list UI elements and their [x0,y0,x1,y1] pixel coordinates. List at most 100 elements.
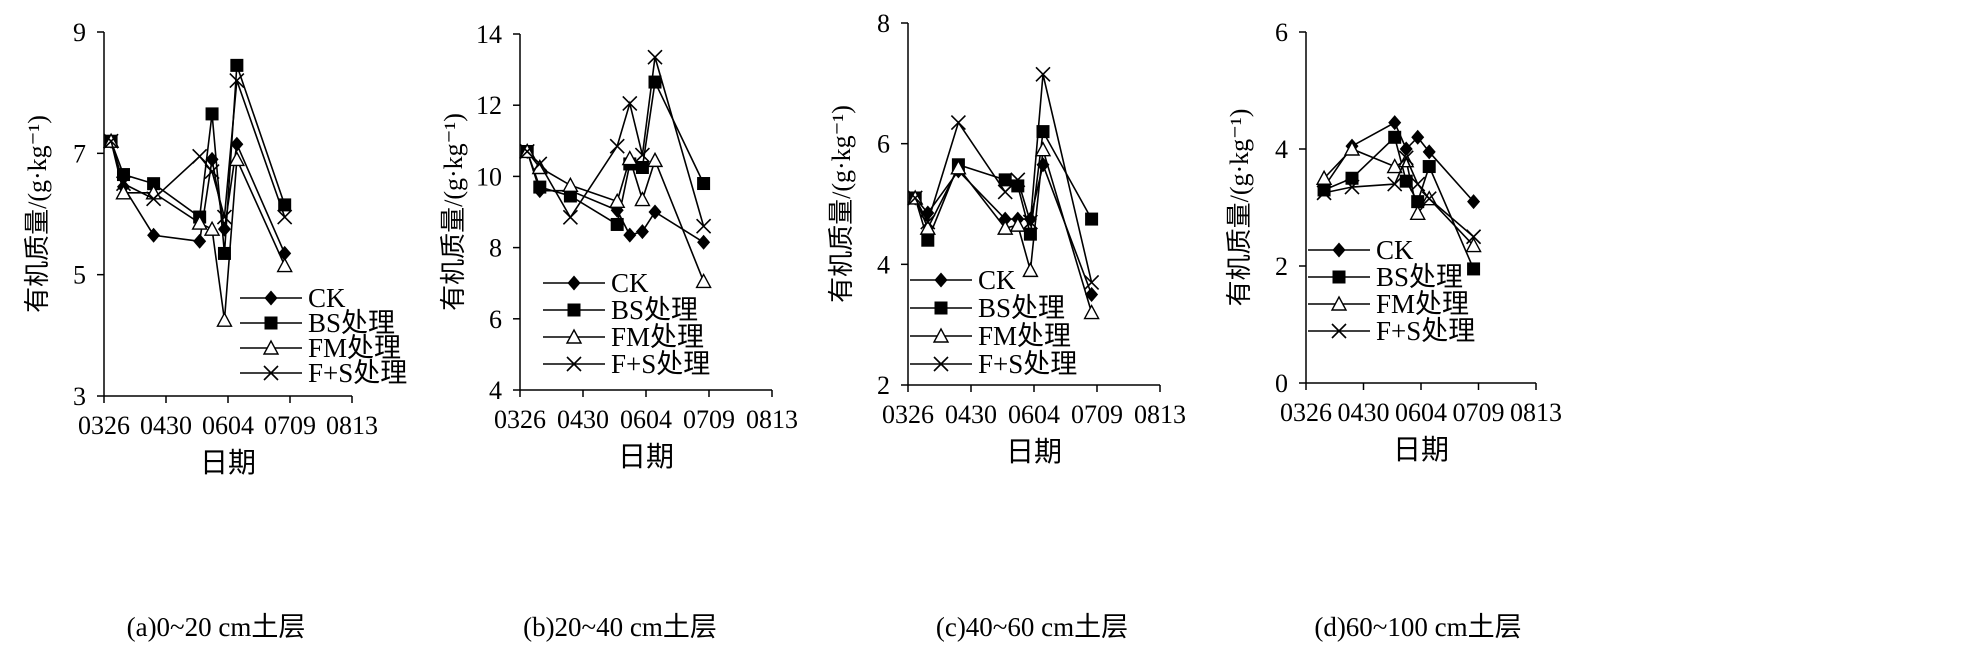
legend-label: CK [611,268,649,298]
legend-label: F+S处理 [978,349,1077,379]
legend-item: BS处理 [543,295,698,325]
x-tick-label: 0604 [202,411,254,440]
x-marker [519,143,535,160]
y-tick-label: 3 [73,382,86,411]
y-axis-label: 有机质量/(g·kg⁻¹) [827,105,856,303]
x-tick-label: 0430 [140,411,192,440]
legend-label: BS处理 [611,295,698,325]
x-marker [192,148,208,164]
diamond-marker [1085,287,1099,302]
chart-panel-b: 4 6 8 10 12 14 0326 0430 0604 0709 0813 日期 有机质量/(g·k… [439,20,798,642]
x-marker [950,114,966,131]
diamond-marker [648,204,662,220]
x-marker [216,209,233,225]
series-ck [104,133,292,261]
x-marker [1410,176,1426,192]
x-marker [532,156,548,172]
square-marker [205,107,219,121]
x-tick-label: 0709 [1071,400,1123,429]
triangle-marker [203,220,221,236]
square-marker [697,177,711,191]
x-axis-label: 日期 [1393,435,1449,466]
legend-item: F+S处理 [240,358,407,388]
y-tick-label: 8 [489,234,502,263]
triangle-marker [646,151,664,168]
legend-label: CK [978,265,1016,295]
legend-label: F+S处理 [308,358,407,388]
x-marker [907,190,923,206]
square-marker [230,58,244,72]
square-marker [1036,125,1050,139]
legend-triangle-marker [1330,295,1348,311]
x-marker [1084,274,1100,290]
diamond-marker [635,224,649,240]
panel-caption: (b)20~40 cm土层 [523,612,717,642]
square-marker [1317,183,1331,197]
y-axis-label: 有机质量/(g·kg⁻¹) [439,113,468,311]
triangle-marker [695,272,712,289]
diamond-marker [147,227,161,243]
square-marker [610,217,624,231]
legend-item: CK [240,283,346,313]
triangle-marker [1386,158,1403,174]
diamond-marker [697,234,711,250]
legend-item: FM处理 [910,321,1071,351]
x-tick-label: 0709 [264,411,316,440]
triangle-marker [191,214,208,230]
diamond-marker [193,233,207,249]
chart-panel-a: 3 5 7 9 0326 0430 0604 0709 0813 日期 有机质量/(g·kg⁻¹) C… [23,18,407,642]
y-tick-label: 6 [489,305,502,334]
x-tick-label: 0813 [746,405,798,434]
y-tick-label: 9 [73,18,86,47]
legend-square-marker [934,301,948,315]
triangle-marker [562,176,579,193]
diamond-marker [1388,115,1402,131]
x-marker [622,95,638,111]
x-marker [1344,179,1360,195]
square-marker [1345,171,1359,185]
legend-label: FM处理 [978,321,1071,351]
legend-diamond-marker [934,272,948,288]
y-tick-label: 8 [877,9,890,38]
legend-x-marker [933,356,949,372]
square-marker [921,233,935,247]
triangle-marker [609,192,626,209]
square-marker [217,246,231,260]
legend-label: BS处理 [308,308,395,338]
x-tick-label: 0430 [945,400,997,429]
legend-diamond-marker [1332,242,1346,258]
legend-triangle-marker [932,327,950,343]
panel-caption: (c)40~60 cm土层 [936,612,1128,642]
diamond-marker [623,227,637,243]
legend-label: BS处理 [978,293,1065,323]
x-tick-label: 0604 [620,405,672,434]
triangle-marker [634,191,651,207]
triangle-marker [276,257,293,273]
legend-item: FM处理 [1308,289,1469,319]
x-axis-label: 日期 [1006,437,1062,468]
x-tick-label: 0813 [1134,400,1186,429]
square-marker [1467,262,1481,276]
legend-label: CK [1376,235,1414,265]
chart-panel-c: 2 4 6 8 0326 0430 0604 0709 0813 日期 有机质量/(g·kg⁻¹) C… [827,9,1186,642]
triangle-marker [1409,204,1426,221]
diamond-marker [1467,194,1481,210]
legend-item: FM处理 [240,333,401,363]
series-line [110,80,286,218]
x-axis-label: 日期 [200,448,256,479]
legend-item: CK [543,268,649,298]
legend-label: FM处理 [611,322,704,352]
x-marker [1316,185,1332,201]
square-marker [1388,130,1402,144]
triangle-marker [950,159,967,175]
series-ck [1317,115,1481,210]
panel-caption: (d)60~100 cm土层 [1314,612,1521,642]
x-tick-label: 0813 [326,411,378,440]
legend-triangle-marker [262,339,280,355]
x-tick-label: 0326 [882,400,934,429]
chart-panel-d: 0 2 4 6 0326 0430 0604 0709 0813 日期 有机质量/(g·kg⁻¹) C… [1225,18,1562,642]
